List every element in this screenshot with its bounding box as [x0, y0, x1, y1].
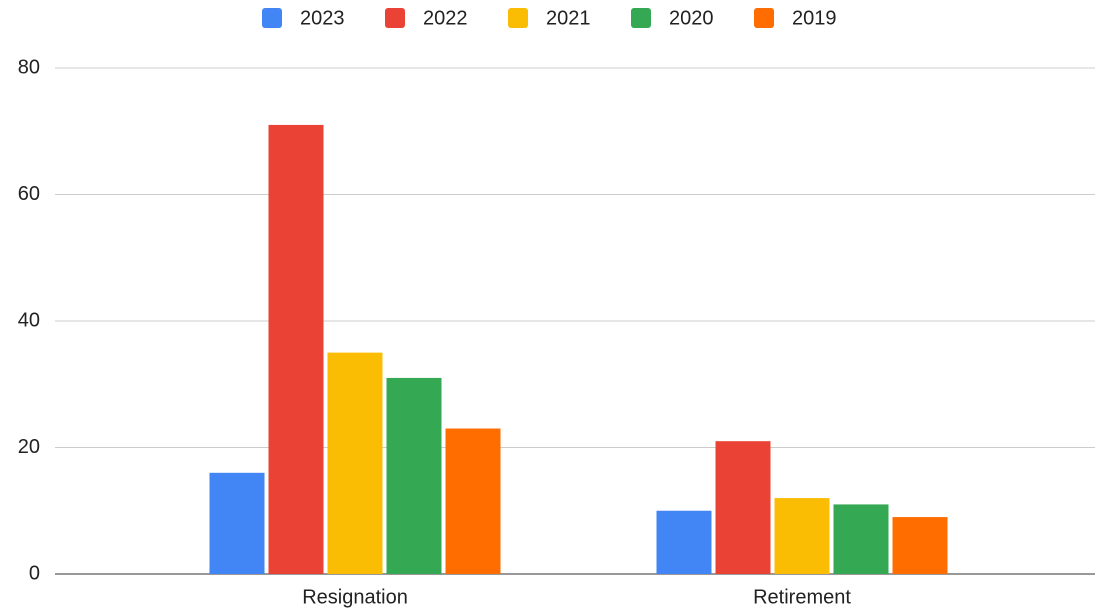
bar — [209, 472, 265, 574]
bar — [892, 517, 948, 574]
legend-swatch — [754, 8, 774, 28]
legend-label: 2019 — [792, 7, 837, 29]
y-tick-label: 80 — [18, 56, 40, 78]
x-tick-label: Resignation — [302, 586, 408, 608]
y-tick-label: 60 — [18, 183, 40, 205]
bar — [833, 504, 889, 574]
y-tick-label: 40 — [18, 309, 40, 331]
bar — [386, 377, 442, 574]
bar — [327, 352, 383, 574]
legend-swatch — [631, 8, 651, 28]
legend-swatch — [262, 8, 282, 28]
y-tick-label: 20 — [18, 436, 40, 458]
x-tick-label: Retirement — [753, 586, 851, 608]
legend-swatch — [508, 8, 528, 28]
legend-label: 2023 — [300, 7, 345, 29]
bar — [656, 510, 712, 574]
bar — [445, 428, 501, 574]
legend-label: 2021 — [546, 7, 591, 29]
legend-label: 2020 — [669, 7, 714, 29]
legend-label: 2022 — [423, 7, 468, 29]
bar — [268, 124, 324, 575]
y-tick-label: 0 — [29, 562, 40, 584]
legend-swatch — [385, 8, 405, 28]
bar — [774, 498, 830, 574]
bar — [715, 441, 771, 574]
